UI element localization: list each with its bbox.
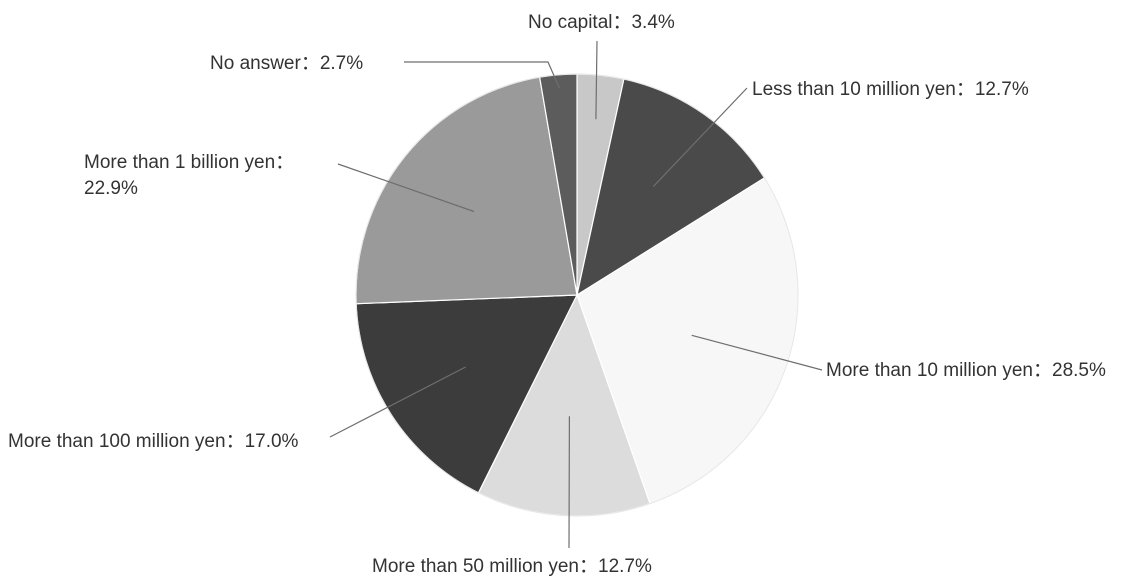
label-no-answer: No answer：2.7% xyxy=(210,53,363,74)
leader-line-more-than-1-billion-yen xyxy=(337,163,475,213)
leader-line-no-answer xyxy=(404,61,560,89)
label-more-than-10-million: More than 10 million yen：28.5% xyxy=(826,360,1106,381)
leader-lines xyxy=(329,40,823,549)
label-more-than-50-million: More than 50 million yen：12.7% xyxy=(372,556,652,577)
leader-line-no-capital xyxy=(595,40,598,120)
label-more-than-100-million: More than 100 million yen：17.0% xyxy=(8,431,299,452)
label-no-capital: No capital：3.4% xyxy=(528,12,675,33)
pie-slice-more-than-1-billion-yen xyxy=(355,76,578,305)
label-less-than-10-million: Less than 10 million yen：12.7% xyxy=(752,79,1029,100)
leader-line-more-than-10-million-yen xyxy=(691,334,823,371)
pie-outline xyxy=(355,73,799,517)
leader-line-more-than-100-million-yen xyxy=(329,366,466,438)
pie-slices xyxy=(355,73,799,517)
label-more-than-1-billion-line1: More than 1 billion yen： xyxy=(84,152,294,173)
leader-line-less-than-10-million-yen xyxy=(652,87,748,188)
label-more-than-1-billion-line2: 22.9% xyxy=(84,178,138,199)
